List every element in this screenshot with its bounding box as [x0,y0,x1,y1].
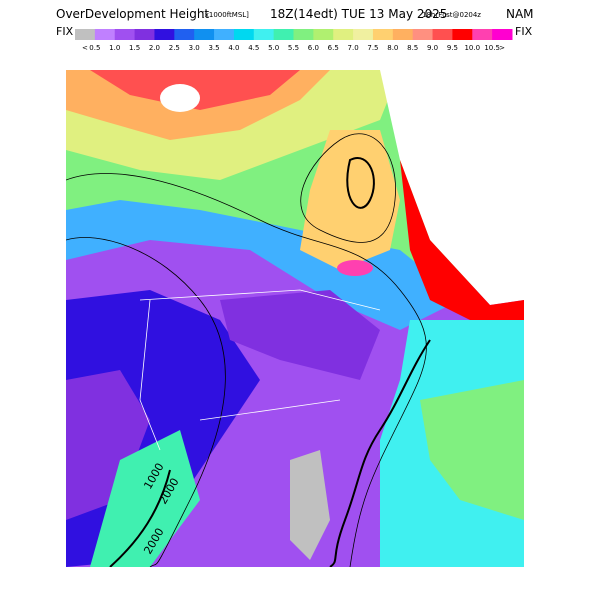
field-region [90,430,200,567]
colorbar-swatch [372,29,394,40]
colorbar-swatch [353,29,374,40]
colorbar-swatch [293,29,314,40]
field-region [160,84,200,112]
map: 1000 2000 2000 [66,70,524,567]
colorbar-label: 8.5 [407,44,418,52]
colorbar-swatch [214,29,235,40]
colorbar-above-label: > [499,44,505,52]
colorbar-label: 9.5 [447,44,458,52]
contour-line [109,469,171,567]
colorbar-label: 8.0 [387,44,398,52]
colorbar-swatch [313,29,334,40]
colorbar-swatch [114,29,136,40]
colorbar-swatch [94,29,116,40]
colorbar-swatch [432,29,453,40]
colorbar-label: 7.0 [348,44,359,52]
field-region [290,450,330,560]
colorbar-swatch [412,29,434,40]
field-region [66,370,150,520]
colorbar-label: 10.5 [484,44,500,52]
colorbar-label: 9.0 [427,44,438,52]
colorbar-swatch [154,29,175,40]
colorbar-label: 10.0 [464,44,480,52]
colorbar: < >0.5 1.0 1.5 2.0 2.5 3.0 3.5 4.0 4.5 5.0 5.5 6.0 6.… [75,29,513,52]
contour-line [66,237,226,567]
colorbar-label: 5.0 [268,44,279,52]
colorbar-swatch [273,29,294,40]
colorbar-swatch [472,29,493,40]
state-border [139,289,381,451]
contour-line [329,339,431,567]
units: [x1000ftMSL] [202,11,249,19]
colorbar-label: 2.5 [169,44,180,52]
colorbar-below-label: < [82,44,88,52]
valid-time: 18Z(14edt) TUE 13 May 2025 [270,7,447,21]
colorbar-label: 5.5 [288,44,299,52]
colorbar-swatch [75,29,96,40]
colorbar-label: 1.0 [109,44,120,52]
forecast: 18hrFcst@0204z [422,11,481,19]
contour-line [346,157,375,209]
colorbar-label: 3.0 [189,44,200,52]
colorbar-swatch [253,29,275,40]
colorbar-label: 4.0 [228,44,239,52]
colorbar-swatch [174,29,195,40]
model: NAM [506,7,534,21]
colorbar-swatch [392,29,414,40]
colorbar-swatch [492,29,513,40]
field-region [420,380,524,520]
colorbar-label: 7.5 [367,44,378,52]
contour-line [66,173,427,567]
colorbar-right-label: FIX [515,25,533,38]
colorbar-swatch [333,29,354,40]
field-region [400,160,524,330]
field-region [220,290,380,380]
colorbar-label: 6.0 [308,44,319,52]
colorbar-label: 3.5 [208,44,219,52]
colorbar-label: 6.5 [328,44,339,52]
field-region [337,260,373,276]
field-region [380,70,524,305]
colorbar-label: 2.0 [149,44,160,52]
title: OverDevelopment Height [56,7,209,21]
colorbar-swatch [194,29,215,40]
colorbar-label: 1.5 [129,44,140,52]
colorbar-left-label: FIX [56,25,74,38]
colorbar-label: 4.5 [248,44,259,52]
colorbar-swatch [134,29,155,40]
colorbar-label: 0.5 [89,44,100,52]
colorbar-swatch [233,29,255,40]
colorbar-swatch [452,29,473,40]
contour-line [300,133,396,243]
